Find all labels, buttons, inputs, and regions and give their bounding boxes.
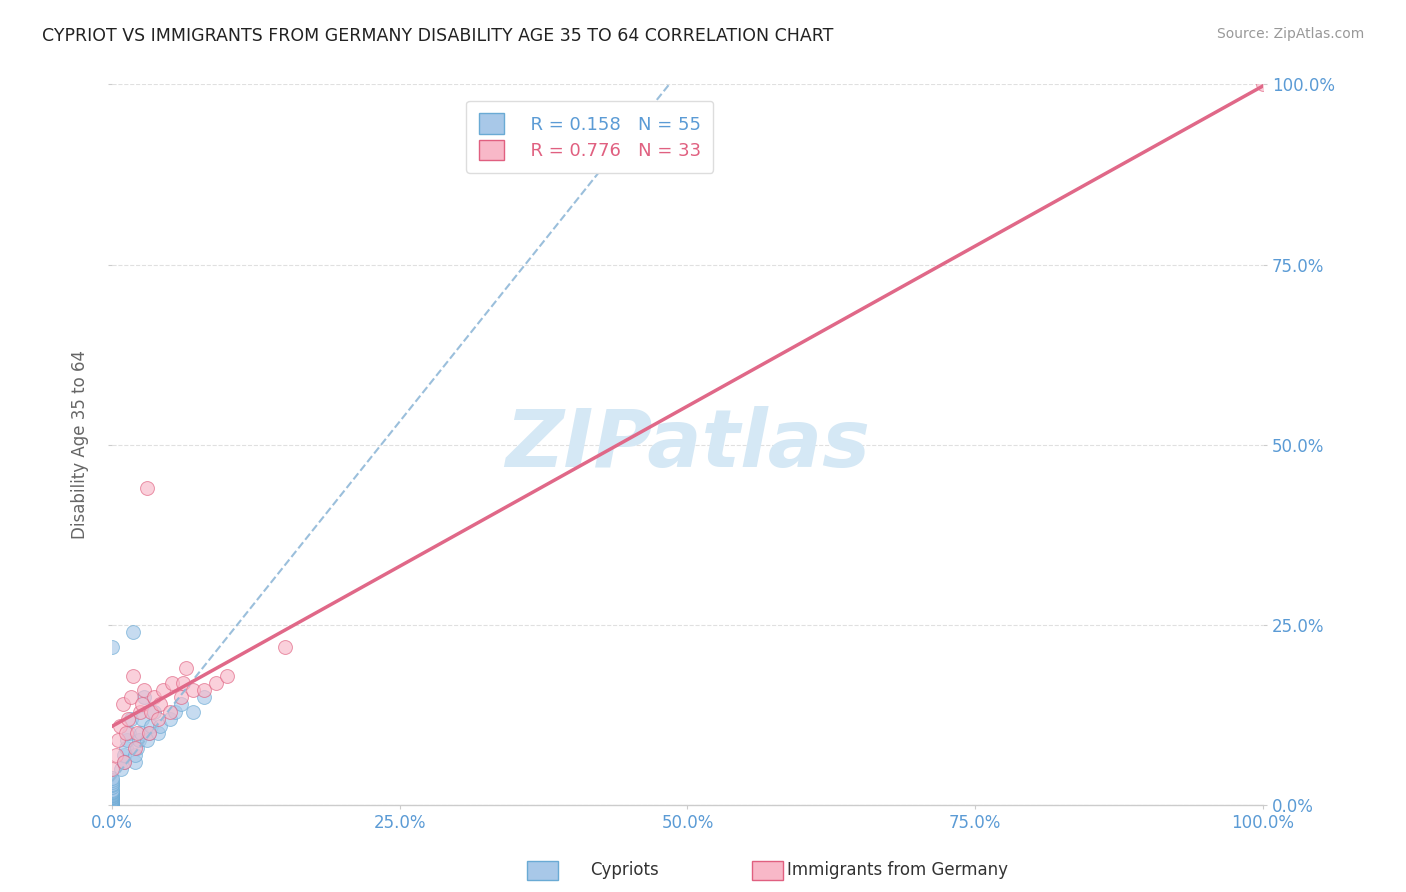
Point [124,755,146,769]
Point [101,792,124,806]
Point [110,762,132,776]
Point [101,773,124,788]
Point [115,733,138,747]
Point [112,747,135,762]
Point [104,747,127,762]
Point [1251,78,1274,92]
Point [112,755,135,769]
Point [111,698,134,712]
Point [124,747,146,762]
Point [101,762,124,776]
Point [134,690,156,705]
Point [101,791,124,805]
Point [101,778,124,792]
Text: Cypriots: Cypriots [591,861,659,879]
Point [122,625,145,640]
Point [101,789,124,803]
Point [101,788,124,802]
Point [135,733,157,747]
Point [101,787,124,801]
Point [159,705,181,719]
Point [149,698,172,712]
Text: Source: ZipAtlas.com: Source: ZipAtlas.com [1216,27,1364,41]
Point [138,726,160,740]
Point [141,705,163,719]
Point [128,705,150,719]
Point [115,726,138,740]
Point [149,719,172,733]
Point [134,683,156,698]
Point [108,719,131,733]
Point [142,705,165,719]
Text: ZIPatlas: ZIPatlas [505,406,870,483]
Point [101,797,124,812]
Point [181,683,204,698]
Point [101,782,124,797]
Point [159,712,181,726]
Point [131,698,153,712]
Point [274,640,297,654]
Point [101,775,124,789]
Point [217,668,239,682]
Point [101,771,124,785]
Point [120,690,142,705]
Text: CYPRIOT VS IMMIGRANTS FROM GERMANY DISABILITY AGE 35 TO 64 CORRELATION CHART: CYPRIOT VS IMMIGRANTS FROM GERMANY DISAB… [42,27,834,45]
Point [101,795,124,809]
Point [101,640,124,654]
Point [129,726,152,740]
Point [101,798,124,813]
Point [101,780,124,795]
Point [101,785,124,799]
Point [101,793,124,807]
Point [101,790,124,805]
Point [127,740,149,755]
Point [117,712,139,726]
Point [101,789,124,804]
Point [170,690,193,705]
Point [115,740,138,755]
Point [165,705,187,719]
Legend:   R = 0.158   N = 55,   R = 0.776   N = 33: R = 0.158 N = 55, R = 0.776 N = 33 [467,101,713,173]
Point [131,712,153,726]
Point [193,683,215,698]
Point [152,683,174,698]
Point [107,733,129,747]
Point [128,733,150,747]
Y-axis label: Disability Age 35 to 64: Disability Age 35 to 64 [72,351,89,540]
Point [160,675,183,690]
Point [127,726,149,740]
Point [173,675,195,690]
Point [101,785,124,799]
Point [124,740,146,755]
Point [135,481,157,495]
Point [101,794,124,808]
Point [112,755,135,769]
Point [101,797,124,811]
Point [101,777,124,791]
Point [193,690,215,705]
Point [122,668,145,682]
Text: Immigrants from Germany: Immigrants from Germany [787,861,1008,879]
Point [118,726,141,740]
Point [141,719,163,733]
Point [204,675,226,690]
Point [170,698,193,712]
Point [101,796,124,810]
Point [148,712,170,726]
Point [142,690,165,705]
Point [174,661,197,675]
Point [120,712,142,726]
Point [101,792,124,806]
Point [101,789,124,803]
Point [101,796,124,810]
Point [101,786,124,800]
Point [101,784,124,798]
Point [138,726,160,740]
Point [181,705,204,719]
Point [148,726,170,740]
